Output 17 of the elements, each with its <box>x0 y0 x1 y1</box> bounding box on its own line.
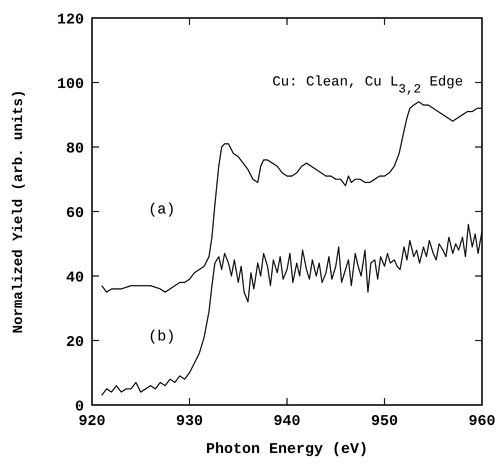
x-tick-label: 920 <box>78 413 106 430</box>
y-tick-label: 20 <box>66 334 84 351</box>
y-tick-label: 60 <box>66 204 84 222</box>
y-tick-label: 0 <box>74 398 84 416</box>
x-tick-label: 930 <box>176 413 204 430</box>
series-label: (b) <box>148 328 176 346</box>
annotation: Cu: Clean, Cu L$_{3,2}$ Edge <box>272 74 464 97</box>
x-axis-title: Photon Energy (eV) <box>206 441 368 458</box>
x-tick-label: 950 <box>370 413 398 430</box>
x-tick-label: 960 <box>468 413 496 430</box>
y-tick-label: 80 <box>66 140 84 158</box>
text: (a) <box>148 202 176 219</box>
y-axis-title: Normalized Yield (arb. units) <box>11 90 27 334</box>
y-tick-label: 100 <box>56 76 84 93</box>
y-tick-label: 40 <box>66 269 84 286</box>
x-tick-label: 940 <box>273 413 301 430</box>
y-tick-label: 120 <box>56 11 84 28</box>
